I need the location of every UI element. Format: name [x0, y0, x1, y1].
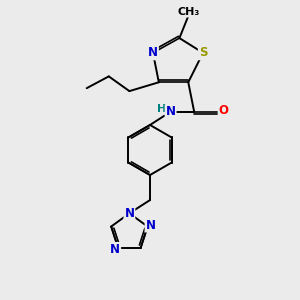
Text: N: N	[148, 46, 158, 59]
Text: S: S	[199, 46, 207, 59]
Text: N: N	[124, 207, 134, 220]
Text: N: N	[166, 105, 176, 118]
Text: H: H	[157, 104, 167, 114]
Text: CH₃: CH₃	[177, 7, 200, 16]
Text: N: N	[146, 219, 155, 232]
Text: O: O	[219, 104, 229, 117]
Text: N: N	[110, 243, 120, 256]
